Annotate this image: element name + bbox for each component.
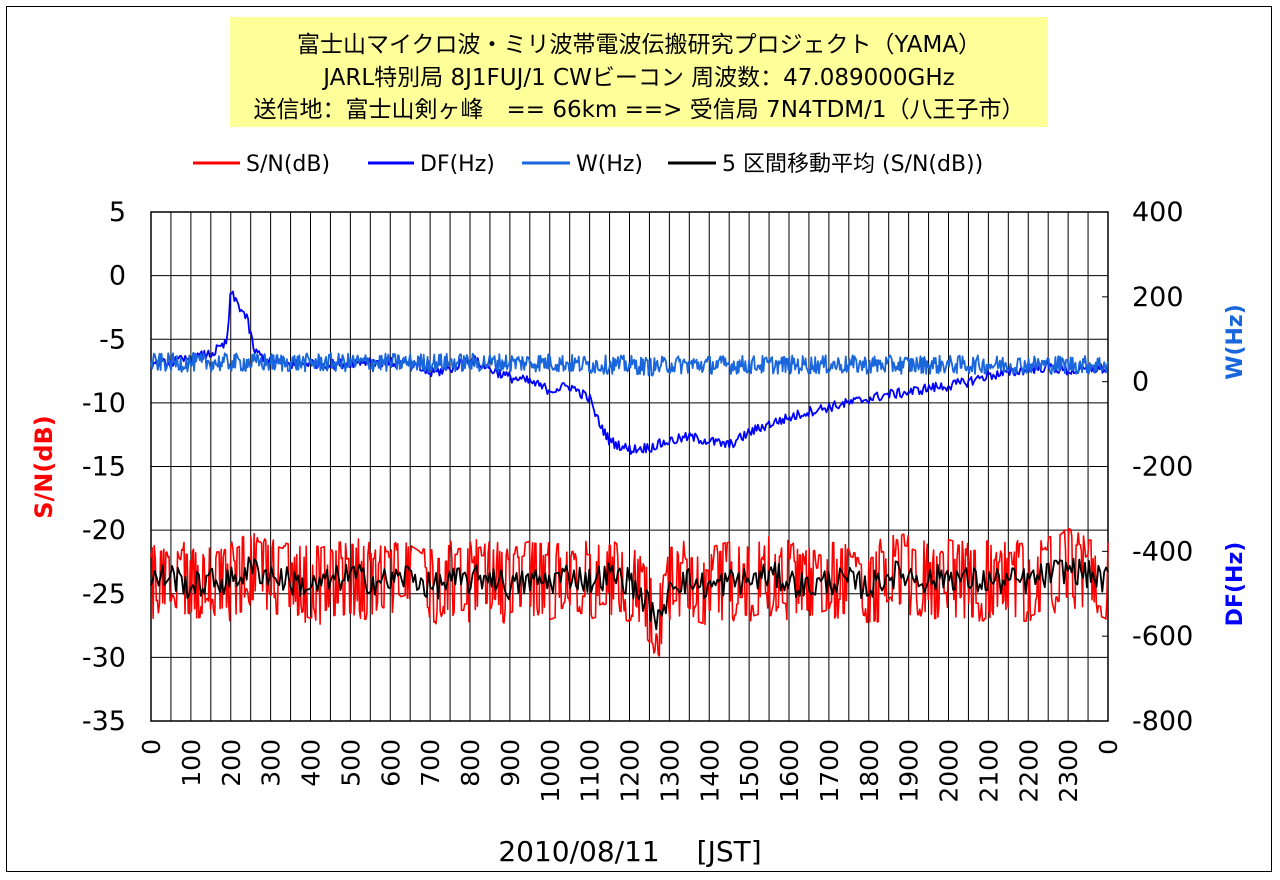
- x-tick-label: 500: [336, 739, 365, 787]
- x-tick-label: 2300: [1054, 739, 1083, 803]
- x-tick-label: 1500: [735, 739, 764, 803]
- x-tick-label: 1800: [855, 739, 884, 803]
- x-tick-label: 2000: [935, 739, 964, 803]
- x-tick-label: 600: [376, 739, 405, 787]
- legend: S/N(dB) DF(Hz) W(Hz) 5 区間移動平均 (S/N(dB)): [193, 152, 983, 177]
- series-line: [150, 556, 1109, 631]
- y-tick-label-right: -400: [1132, 536, 1193, 567]
- x-tick-label: 1300: [655, 739, 684, 803]
- y-tick-label-left: -20: [82, 515, 126, 546]
- y-tick-label-left: -15: [82, 452, 126, 483]
- x-tick-label: 0: [137, 739, 166, 755]
- title-line-1: 富士山マイクロ波・ミリ波帯電波伝搬研究プロジェクト（YAMA）: [297, 32, 981, 58]
- y-tick-label-right: 0: [1132, 367, 1149, 398]
- chart-frame: [6, 6, 1272, 872]
- title-line-3: 送信地：富士山剣ヶ峰 == 66km ==> 受信局 7N4TDM/1（八王子市…: [253, 97, 1024, 123]
- legend-label-ma: 5 区間移動平均 (S/N(dB)): [722, 152, 983, 177]
- series-line: [150, 352, 1109, 377]
- x-tick-label: 1600: [775, 739, 804, 803]
- y-tick-label-left: 5: [109, 197, 126, 228]
- y-tick-label-right: -800: [1132, 706, 1193, 737]
- right-axis-ticks: 400 200 0 -200 -400 -600 -800: [1102, 197, 1193, 737]
- x-tick-label: 1400: [695, 739, 724, 803]
- x-tick-label: 800: [456, 739, 485, 787]
- x-tick-label: 300: [257, 739, 286, 787]
- series-layer: [150, 290, 1109, 657]
- x-tick-label: 0: [1094, 739, 1123, 755]
- x-tick-label: 400: [297, 739, 326, 787]
- y-axis-title-right-upper: W(Hz): [1223, 304, 1248, 380]
- legend-label-w: W(Hz): [576, 152, 643, 177]
- x-tick-label: 2100: [974, 739, 1003, 803]
- x-axis-ticks: 0 100 200 300 400 500 600 700 800 900 1000 1100 1200…: [137, 739, 1123, 803]
- title-box: [230, 17, 1048, 127]
- y-tick-label-right: 400: [1132, 197, 1184, 228]
- y-tick-label-left: 0: [109, 261, 126, 292]
- legend-label-sn: S/N(dB): [246, 152, 330, 177]
- x-tick-label: 1100: [576, 739, 605, 803]
- y-tick-label-right: -600: [1132, 621, 1193, 652]
- title-line-2: JARL特別局 8J1FUJ/1 CWビーコン 周波数：47.089000GHz: [321, 65, 955, 91]
- y-axis-title-right-lower: DF(Hz): [1223, 542, 1248, 627]
- x-axis-title: 2010/08/11 [JST]: [498, 835, 761, 868]
- left-axis-ticks: 5 0 -5 -10 -15 -20 -25 -30 -35: [82, 197, 126, 737]
- y-tick-label-left: -25: [82, 579, 126, 610]
- gridlines: [151, 212, 1108, 721]
- y-tick-label-left: -10: [82, 388, 126, 419]
- y-tick-label-right: 200: [1132, 282, 1184, 313]
- y-axis-title-left: S/N(dB): [30, 415, 58, 519]
- y-tick-label-left: -5: [99, 324, 126, 355]
- x-tick-label: 900: [496, 739, 525, 787]
- legend-label-df: DF(Hz): [420, 152, 495, 177]
- x-tick-label: 2200: [1014, 739, 1043, 803]
- x-tick-label: 1700: [815, 739, 844, 803]
- x-tick-label: 1000: [536, 739, 565, 803]
- x-tick-label: 100: [177, 739, 206, 787]
- y-tick-label-right: -200: [1132, 452, 1193, 483]
- series-line: [150, 528, 1109, 657]
- x-tick-label: 1200: [616, 739, 645, 803]
- x-tick-label: 1900: [895, 739, 924, 803]
- y-tick-label-left: -30: [82, 642, 126, 673]
- x-tick-label: 700: [416, 739, 445, 787]
- x-tick-label: 200: [217, 739, 246, 787]
- y-tick-label-left: -35: [82, 706, 126, 737]
